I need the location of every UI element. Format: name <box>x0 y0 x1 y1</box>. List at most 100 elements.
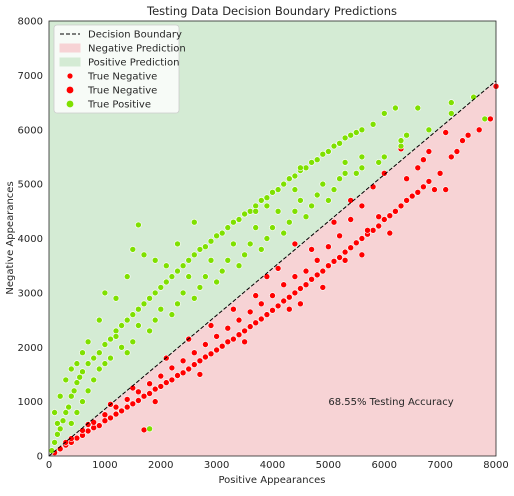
true-negative-point <box>68 435 75 442</box>
true-negative-point <box>336 232 343 240</box>
true-positive-point <box>313 191 321 199</box>
true-positive-point <box>336 175 343 182</box>
true-negative-point <box>336 254 343 261</box>
true-positive-point <box>129 338 137 346</box>
true-negative-point <box>358 251 366 259</box>
true-positive-point <box>291 208 299 215</box>
true-negative-point <box>235 331 243 339</box>
true-positive-point <box>341 134 349 142</box>
true-negative-point <box>96 422 103 429</box>
true-negative-point <box>380 170 388 177</box>
true-positive-point <box>285 175 293 182</box>
true-positive-point <box>112 294 120 302</box>
true-negative-point <box>447 153 455 161</box>
true-negative-point <box>269 306 276 314</box>
true-negative-point <box>252 319 259 327</box>
true-negative-point <box>90 418 97 426</box>
true-negative-point <box>163 379 170 386</box>
true-negative-point <box>308 275 315 283</box>
true-negative-point <box>112 403 120 411</box>
true-negative-point <box>459 137 466 144</box>
x-tick-label: 1000 <box>92 460 117 471</box>
true-positive-point <box>90 376 97 384</box>
true-positive-point <box>191 218 198 226</box>
true-negative-point <box>274 265 282 272</box>
true-negative-point <box>202 353 209 361</box>
true-positive-point <box>146 425 153 433</box>
true-positive-point <box>107 335 114 343</box>
true-positive-point <box>112 333 120 340</box>
true-negative-point <box>358 202 366 210</box>
true-positive-point <box>313 156 321 163</box>
true-positive-point <box>157 305 165 313</box>
true-positive-point <box>375 159 383 166</box>
true-negative-point <box>241 327 248 335</box>
y-tick-label: 8000 <box>18 17 43 28</box>
true-positive-point <box>101 360 109 367</box>
true-negative-point <box>431 186 438 193</box>
true-positive-point <box>185 273 192 280</box>
true-negative-point <box>140 426 148 434</box>
true-negative-point <box>140 392 148 400</box>
chart-title: Testing Data Decision Boundary Predictio… <box>146 4 397 18</box>
true-negative-point <box>414 189 422 196</box>
y-axis-label: Negative Appearances <box>5 181 16 294</box>
true-negative-point <box>408 192 416 200</box>
true-negative-point <box>420 156 427 163</box>
true-negative-point <box>73 434 81 442</box>
true-positive-point <box>280 180 288 188</box>
true-positive-point <box>330 186 338 193</box>
true-negative-point <box>425 178 433 185</box>
true-negative-point <box>135 388 142 396</box>
true-positive-point <box>341 170 349 177</box>
true-positive-point <box>118 322 125 329</box>
true-negative-point <box>202 341 209 348</box>
true-positive-point <box>257 246 265 253</box>
true-positive-point <box>246 240 254 248</box>
true-positive-point <box>59 417 67 425</box>
legend-label-negative-prediction: Negative Prediction <box>88 44 186 55</box>
true-negative-point <box>487 115 494 123</box>
true-negative-point <box>196 357 204 365</box>
true-negative-point <box>280 281 288 289</box>
true-negative-point <box>375 222 383 230</box>
true-negative-point <box>118 407 125 415</box>
true-positive-point <box>224 224 232 231</box>
true-positive-point <box>168 273 176 280</box>
true-positive-point <box>280 229 288 237</box>
true-positive-point <box>297 197 304 204</box>
true-negative-point <box>269 292 276 299</box>
true-negative-point <box>475 126 483 134</box>
true-positive-point <box>118 343 125 351</box>
true-negative-point <box>313 271 321 279</box>
true-positive-point <box>135 305 142 313</box>
true-positive-point <box>151 256 159 264</box>
true-positive-point <box>358 164 366 172</box>
true-positive-point <box>447 99 455 106</box>
true-positive-point <box>257 197 265 204</box>
true-positive-point <box>297 164 304 172</box>
x-axis-label: Positive Appearances <box>219 475 326 486</box>
true-negative-point <box>291 289 299 297</box>
true-positive-point <box>140 251 148 259</box>
true-positive-point <box>330 142 338 150</box>
true-negative-point <box>185 365 192 373</box>
true-positive-point <box>252 208 259 215</box>
y-axis-ticks: 0 1000 2000 3000 4000 5000 6000 7000 8000 <box>18 17 43 463</box>
true-negative-point <box>168 364 176 372</box>
y-tick-label: 5000 <box>18 180 43 191</box>
true-negative-point <box>146 390 153 397</box>
legend-swatch-true-negative <box>66 86 74 94</box>
true-positive-point <box>168 311 176 318</box>
decision-boundary-line <box>48 80 497 457</box>
true-negative-point <box>380 216 388 223</box>
legend-label-true-negative: True Negative <box>87 86 157 97</box>
true-negative-point <box>129 400 137 408</box>
true-positive-point <box>151 316 159 324</box>
true-negative-point <box>263 311 271 318</box>
legend-box <box>53 24 180 114</box>
true-positive-point <box>179 289 187 297</box>
true-negative-point <box>319 284 327 291</box>
true-positive-point <box>241 251 248 259</box>
